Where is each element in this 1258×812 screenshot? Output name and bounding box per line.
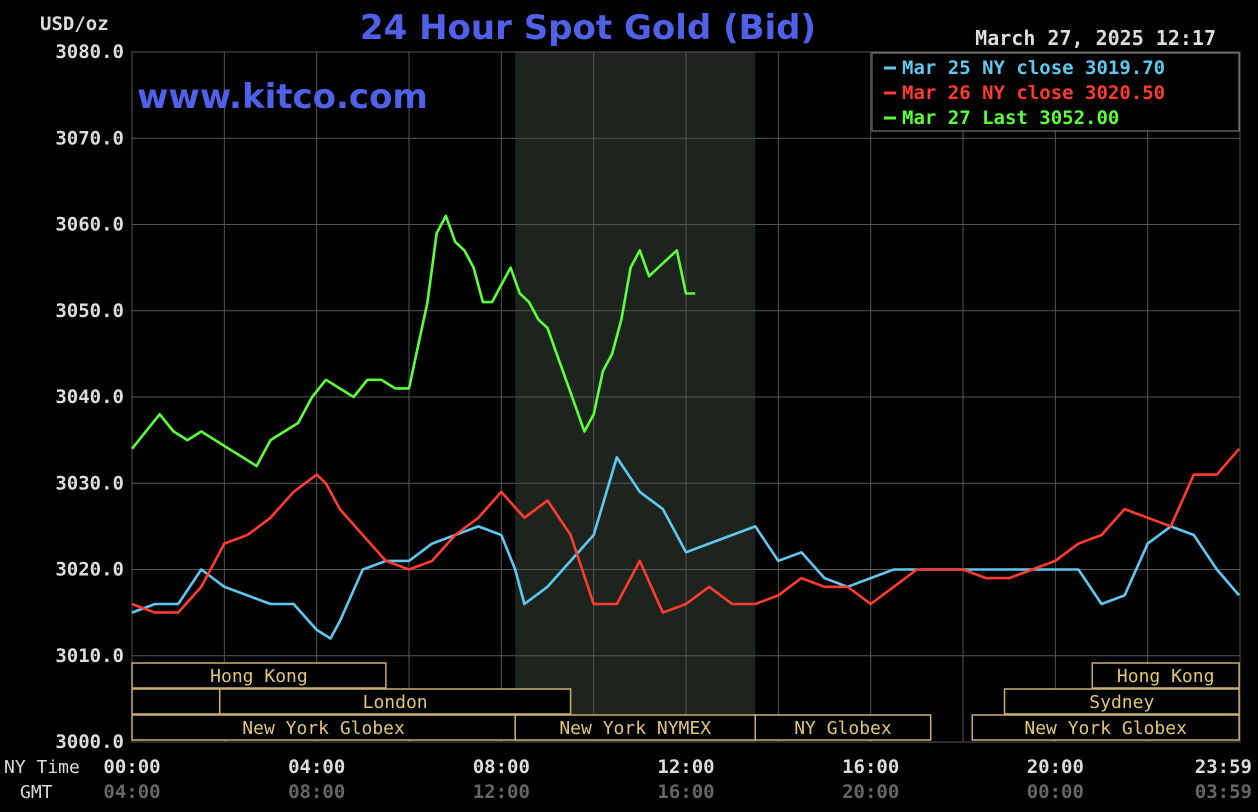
series-line-1 [131,456,1241,640]
session-box [218,688,572,715]
x-tick-label-gmt: 08:00 [288,781,345,803]
timestamp: March 27, 2025 12:17 [975,26,1216,50]
session-label: New York Globex [1024,718,1187,739]
x-tick-label-ny: 20:00 [1027,756,1084,778]
x-tick-label-ny: 12:00 [657,756,714,778]
session-box [754,714,932,741]
grid-lines [131,51,1241,743]
chart-title: 24 Hour Spot Gold (Bid) [360,8,816,48]
legend-label: Mar 27 Last 3052.00 [902,107,1119,129]
x-tick-label-gmt: 04:00 [103,781,160,803]
session-label: New York Globex [242,718,405,739]
y-tick-label: 3040.0 [55,386,124,408]
y-axis-labels: 3080.0 3070.0 3060.0 3050.0 3040.0 3030.0 3020… [55,41,124,753]
session-box [971,714,1240,741]
series-line-3 [130,214,696,468]
session-label: Hong Kong [210,666,308,687]
y-tick-label: 3060.0 [55,214,124,236]
session-label: London [363,692,428,713]
session-label: Hong Kong [1117,666,1215,687]
legend-box [871,52,1240,132]
x-tick-label-ny: 00:00 [103,756,160,778]
y-tick-label: 3050.0 [55,300,124,322]
y-tick-label: 3030.0 [55,472,124,494]
y-tick-label: 3010.0 [55,645,124,667]
x-tick-label-gmt: 16:00 [657,781,714,803]
session-box [1003,688,1240,715]
session-box [131,662,387,689]
session-box [1091,662,1240,689]
session-label: New York NYMEX [559,718,711,739]
y-tick-label: 3000.0 [55,731,124,753]
x-tick-label-gmt: 20:00 [842,781,899,803]
x-tick-label-ny: 23:59 [1195,756,1252,778]
x-tick-label-gmt: 00:00 [1027,781,1084,803]
gmt-row-label: GMT [20,782,53,803]
y-tick-label: 3020.0 [55,559,124,581]
market-sessions: Hong Kong London New York Globex New York N… [131,662,1240,741]
session-box [514,714,757,741]
watermark: www.kitco.com [137,77,428,117]
price-lines [130,214,1241,640]
y-tick-label: 3070.0 [55,127,124,149]
x-tick-label-ny: 04:00 [288,756,345,778]
session-label: Sydney [1089,692,1154,713]
x-tick-label-ny: 08:00 [473,756,530,778]
session-label: NY Globex [794,718,892,739]
x-tick-label-gmt: 03:59 [1195,781,1252,803]
legend-label: Mar 25 NY close 3019.70 [902,57,1165,79]
session-box [131,688,221,715]
x-axis-labels: NY Time GMT 00:00 04:00 04:00 08:00 08:00 12:00… [4,756,1252,803]
unit-label: USD/oz [40,13,109,35]
x-tick-label-ny: 16:00 [842,756,899,778]
y-tick-label: 3080.0 [55,41,124,63]
legend-label: Mar 26 NY close 3020.50 [902,82,1165,104]
session-box [131,714,516,741]
legend: Mar 25 NY close 3019.70 Mar 26 NY close 3… [871,52,1240,132]
ny-time-row-label: NY Time [4,757,80,778]
series-line-2 [131,447,1241,614]
x-tick-label-gmt: 12:00 [473,781,530,803]
